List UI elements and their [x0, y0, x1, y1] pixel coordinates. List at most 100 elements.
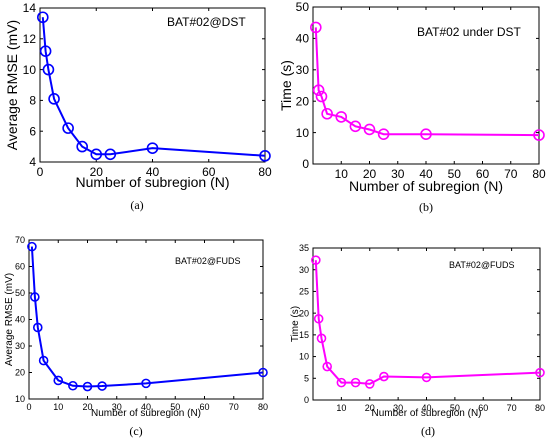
x-axis-label: Number of subregion (N)	[349, 178, 503, 194]
panel-caption: (d)	[421, 424, 435, 438]
y-axis-label: Average RMSE (mV)	[4, 20, 20, 150]
y-axis-label: Average RMSE (mV)	[4, 273, 15, 366]
x-axis-label: Number of subregion (N)	[75, 174, 229, 190]
data-point	[336, 377, 347, 388]
x-tick-label: 50	[450, 403, 460, 413]
x-tick-label: 40	[141, 402, 151, 412]
y-axis-label: Time (s)	[278, 60, 294, 111]
y-tick-label: 70	[15, 235, 25, 245]
y-tick-label: 40	[296, 32, 310, 46]
x-tick-label: 60	[478, 403, 488, 413]
chart-annotation: BAT#02@DST	[167, 15, 246, 29]
y-tick-label: 10	[15, 394, 25, 404]
plot-area-frame	[39, 7, 266, 163]
y-tick-label: 30	[299, 265, 309, 275]
y-tick-label: 6	[29, 124, 36, 138]
x-tick-label: 40	[146, 165, 160, 179]
x-tick-label: 70	[229, 402, 239, 412]
chart-panel-1: 0 20 40 60 80 4 6 8 10 12 14 BAT#02@DST Number of su…	[4, 1, 272, 212]
data-point	[335, 111, 348, 123]
panel-caption: (b)	[419, 200, 433, 214]
chart-annotation: BAT#02@FUDS	[449, 260, 515, 270]
x-tick-label: 0	[26, 402, 31, 412]
x-tick-label: 60	[199, 402, 209, 412]
data-point	[37, 11, 49, 24]
data-point	[39, 45, 52, 57]
data-point	[42, 63, 55, 76]
data-point	[364, 379, 375, 389]
y-tick-label: 4	[29, 155, 36, 169]
data-point	[310, 21, 322, 34]
x-tick-label: 80	[258, 165, 272, 179]
x-tick-label: 50	[170, 402, 180, 412]
data-point	[97, 381, 107, 391]
chart-annotation: BAT#02@FUDS	[175, 256, 241, 266]
y-tick-label: 20	[299, 308, 309, 318]
y-tick-label: 35	[299, 243, 309, 253]
data-point	[377, 128, 390, 140]
data-point	[27, 241, 37, 252]
x-tick-label: 40	[421, 403, 431, 413]
data-point	[30, 292, 40, 302]
data-point	[258, 367, 268, 378]
x-axis-label: Number of subregion (N)	[91, 408, 201, 419]
x-tick-label: 30	[112, 402, 122, 412]
y-tick-label: 50	[15, 288, 25, 298]
x-axis-label: Number of subregion (N)	[371, 408, 481, 419]
data-point	[421, 372, 432, 383]
data-point	[315, 90, 328, 103]
x-tick-label: 30	[393, 403, 403, 413]
x-tick-label: 30	[391, 167, 405, 181]
data-point	[62, 122, 74, 134]
data-point	[141, 378, 151, 389]
x-tick-label: 20	[82, 402, 92, 412]
data-point	[379, 371, 389, 382]
data-point	[104, 148, 117, 161]
series-line	[314, 27, 540, 137]
data-point	[350, 377, 361, 388]
x-tick-label: 60	[202, 165, 216, 179]
y-axis-label: Time (s)	[290, 306, 301, 342]
y-tick-label: 0	[304, 395, 309, 405]
data-point	[38, 355, 49, 366]
data-point	[313, 313, 324, 324]
data-point	[82, 381, 93, 392]
y-tick-label: 10	[23, 63, 37, 77]
y-tick-label: 5	[304, 373, 309, 383]
data-point	[321, 107, 333, 120]
series-line	[30, 246, 264, 388]
x-tick-label: 80	[535, 403, 545, 413]
y-tick-label: 0	[302, 157, 309, 171]
data-point	[349, 120, 362, 133]
data-point	[363, 123, 376, 136]
x-tick-label: 10	[53, 402, 63, 412]
panel-caption: (a)	[130, 198, 143, 212]
x-tick-label: 70	[504, 167, 518, 181]
y-tick-label: 50	[296, 0, 310, 14]
data-point	[259, 150, 271, 162]
data-point	[76, 140, 88, 153]
y-tick-label: 20	[296, 94, 310, 108]
data-point	[420, 128, 432, 140]
y-tick-label: 15	[299, 330, 309, 340]
x-tick-label: 10	[336, 403, 346, 413]
chart-panel-3: 0 10 20 30 40 50 60 70 8010203040506070BAT#02@FU…	[4, 235, 268, 438]
data-point	[48, 93, 60, 105]
x-tick-label: 20	[363, 167, 377, 181]
data-point	[312, 84, 325, 97]
y-tick-label: 25	[299, 287, 309, 297]
data-point	[53, 375, 64, 386]
y-tick-label: 10	[299, 352, 309, 362]
x-tick-label: 70	[507, 403, 517, 413]
y-tick-label: 30	[296, 63, 310, 77]
chart-panel-2: 10 20 30 40 50 60 70 80 0 10 20 30 40 50 BAT#02 under …	[278, 0, 546, 214]
y-tick-label: 8	[29, 94, 36, 108]
y-tick-label: 40	[15, 315, 25, 325]
series-line	[41, 17, 266, 157]
x-tick-label: 20	[365, 403, 375, 413]
x-tick-label: 80	[258, 402, 268, 412]
y-tick-label: 60	[15, 262, 25, 272]
data-point	[90, 148, 103, 161]
data-point	[316, 333, 327, 344]
x-tick-label: 0	[37, 165, 44, 179]
